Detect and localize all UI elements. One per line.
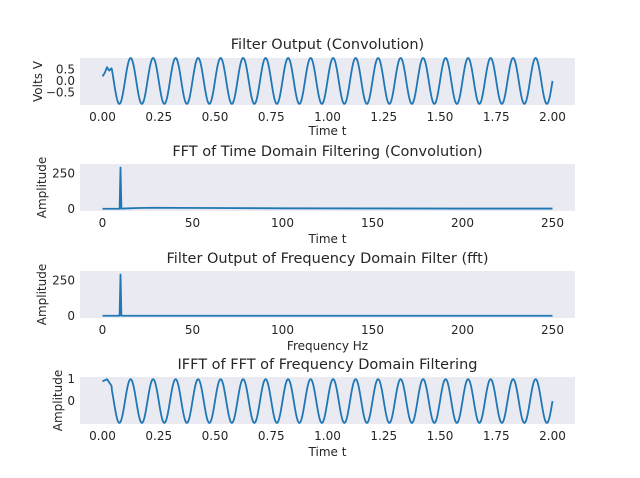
subplot-title: FFT of Time Domain Filtering (Convolutio… xyxy=(172,144,482,160)
series-line xyxy=(102,166,553,210)
x-tick-label: 1.00 xyxy=(314,429,341,443)
x-tick-label: 1.25 xyxy=(370,110,397,124)
x-tick-label: 0.50 xyxy=(202,429,229,443)
x-tick-label: 0.25 xyxy=(145,429,172,443)
y-tick-label: 0 xyxy=(67,394,75,408)
x-tick-label: 50 xyxy=(185,323,200,337)
plot-area xyxy=(80,164,575,211)
y-tick-label: 250 xyxy=(52,166,75,180)
x-tick-label: 200 xyxy=(451,323,474,337)
x-tick-label: 250 xyxy=(541,216,564,230)
x-tick-label: 250 xyxy=(541,323,564,337)
y-tick-label: −0.5 xyxy=(46,85,75,99)
y-axis-label: Volts V xyxy=(31,60,45,102)
y-tick-label: 0.0 xyxy=(56,74,75,88)
x-tick-label: 50 xyxy=(185,216,200,230)
x-tick-label: 0 xyxy=(99,216,107,230)
x-tick-label: 0.75 xyxy=(258,110,285,124)
x-tick-label: 1.75 xyxy=(483,429,510,443)
x-tick-label: 1.50 xyxy=(427,429,454,443)
x-tick-label: 0.25 xyxy=(145,110,172,124)
x-tick-label: 100 xyxy=(271,323,294,337)
x-tick-label: 0.00 xyxy=(89,110,116,124)
x-tick-label: 0.50 xyxy=(202,110,229,124)
x-tick-label: 150 xyxy=(361,216,384,230)
x-tick-label: 200 xyxy=(451,216,474,230)
x-axis-label: Time t xyxy=(308,124,347,138)
x-tick-label: 150 xyxy=(361,323,384,337)
y-tick-label: 1 xyxy=(67,372,75,386)
y-tick-label: 0 xyxy=(67,202,75,216)
y-axis-label: Amplitude xyxy=(51,370,65,432)
x-tick-label: 1.25 xyxy=(370,429,397,443)
subplot-title: Filter Output (Convolution) xyxy=(231,37,424,53)
series-line xyxy=(102,378,554,424)
series-line xyxy=(102,273,553,317)
y-tick-label: 0 xyxy=(67,309,75,323)
y-tick-label: 250 xyxy=(52,273,75,287)
y-axis-label: Amplitude xyxy=(35,157,49,219)
x-axis-label: Frequency Hz xyxy=(287,339,368,353)
plot-area xyxy=(80,271,575,318)
subplot-fft-time-domain-filtering: FFT of Time Domain Filtering (Convolutio… xyxy=(35,144,575,246)
x-tick-label: 1.50 xyxy=(427,110,454,124)
x-tick-label: 2.00 xyxy=(539,429,566,443)
x-tick-label: 1.75 xyxy=(483,110,510,124)
series-line xyxy=(101,57,554,105)
x-tick-label: 100 xyxy=(271,216,294,230)
x-tick-label: 0.75 xyxy=(258,429,285,443)
subplot-frequency-domain-filter-output: Filter Output of Frequency Domain Filter… xyxy=(35,251,575,353)
subplot-filter-output-convolution: Filter Output (Convolution) Time t Volts… xyxy=(31,37,575,138)
x-tick-label: 0 xyxy=(99,323,107,337)
x-axis-label: Time t xyxy=(308,445,347,459)
x-tick-label: 2.00 xyxy=(539,110,566,124)
y-axis-label: Amplitude xyxy=(35,264,49,326)
x-tick-label: 1.00 xyxy=(314,110,341,124)
subplot-ifft-frequency-domain-filtering: IFFT of FFT of Frequency Domain Filterin… xyxy=(51,357,575,459)
subplot-title: IFFT of FFT of Frequency Domain Filterin… xyxy=(178,357,478,373)
x-axis-label: Time t xyxy=(308,232,347,246)
subplot-title: Filter Output of Frequency Domain Filter… xyxy=(167,251,489,267)
x-tick-label: 0.00 xyxy=(89,429,116,443)
y-tick-label: 0.5 xyxy=(56,62,75,76)
